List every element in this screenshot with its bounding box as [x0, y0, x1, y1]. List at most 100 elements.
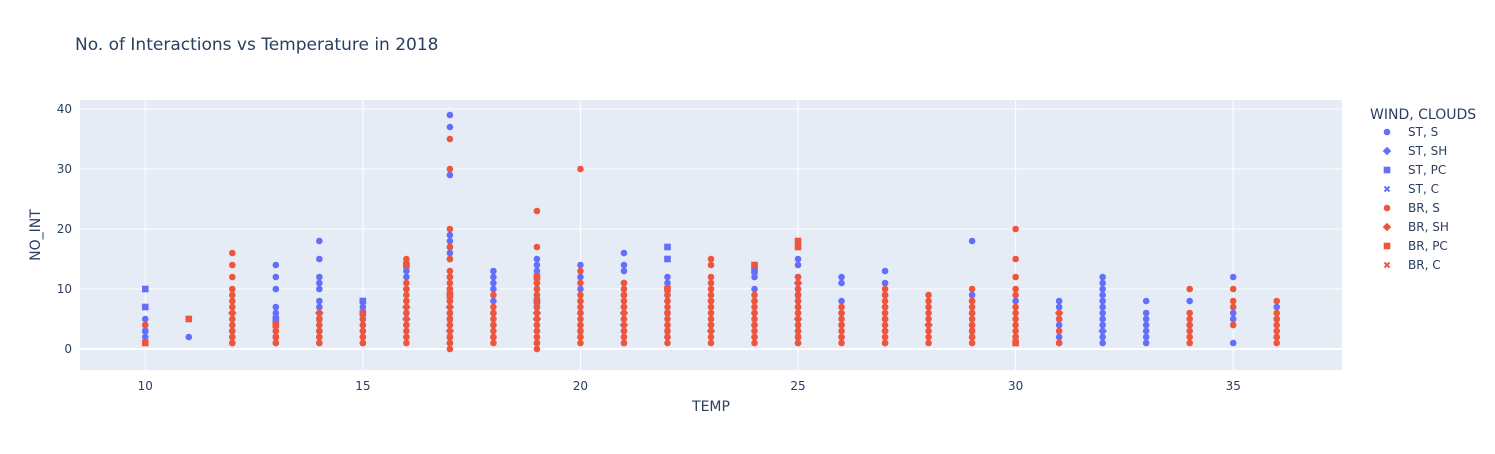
data-point: [1273, 297, 1281, 305]
data-point: [229, 327, 236, 335]
x-tick-label: 25: [790, 379, 805, 393]
data-point: [446, 333, 454, 341]
data-point: [664, 321, 671, 329]
data-point: [359, 303, 367, 311]
data-point: [707, 297, 715, 305]
data-point: [620, 333, 628, 341]
data-point: [272, 273, 280, 281]
data-point: [794, 273, 802, 281]
data-point: [533, 339, 541, 347]
legend-label: BR, S: [1408, 201, 1440, 215]
legend-item[interactable]: ST, C: [1383, 182, 1439, 196]
data-point: [577, 327, 584, 335]
chart-title: No. of Interactions vs Temperature in 20…: [75, 35, 438, 55]
data-point: [577, 261, 584, 269]
data-point: [229, 315, 236, 323]
data-point: [402, 302, 411, 312]
data-point: [446, 243, 454, 251]
data-point: [403, 291, 410, 299]
data-point: [1012, 255, 1019, 263]
legend-item[interactable]: BR, SH: [1382, 220, 1449, 234]
data-point: [228, 308, 237, 318]
data-point: [403, 279, 410, 287]
legend-item[interactable]: BR, PC: [1383, 239, 1448, 253]
data-point: [707, 303, 715, 311]
data-point: [229, 303, 236, 311]
data-point: [577, 303, 584, 311]
data-point: [446, 135, 454, 143]
data-point: [707, 333, 715, 341]
data-point: [664, 279, 671, 287]
data-point: [751, 321, 758, 329]
data-point: [1012, 291, 1019, 299]
data-point: [1229, 285, 1237, 293]
data-point: [924, 320, 933, 330]
data-point: [490, 303, 497, 311]
legend-marker: [1383, 242, 1391, 250]
data-point: [533, 321, 541, 329]
data-point: [664, 255, 671, 263]
legend-label: BR, PC: [1408, 239, 1448, 253]
data-point: [838, 321, 845, 329]
data-point: [794, 297, 802, 305]
data-point: [1142, 339, 1150, 347]
data-point: [403, 285, 410, 293]
data-point: [533, 345, 541, 353]
data-point: [316, 237, 323, 245]
legend-item[interactable]: BR, C: [1383, 258, 1441, 272]
data-point: [751, 315, 758, 323]
data-point: [838, 309, 845, 317]
data-point: [751, 339, 758, 347]
data-point: [533, 297, 541, 305]
data-point: [968, 237, 976, 245]
data-point: [403, 327, 410, 335]
data-point: [533, 333, 541, 341]
data-point: [490, 279, 497, 287]
data-point: [1186, 315, 1193, 323]
data-point: [1012, 315, 1019, 323]
data-point: [1229, 315, 1237, 323]
data-point: [1186, 321, 1193, 329]
data-point: [881, 315, 889, 323]
data-point: [577, 333, 584, 341]
legend-item[interactable]: ST, PC: [1383, 163, 1447, 177]
data-point: [446, 309, 454, 317]
legend-item[interactable]: ST, SH: [1382, 144, 1448, 158]
data-point: [446, 279, 454, 287]
y-tick-label: 40: [57, 102, 72, 116]
data-point: [359, 315, 367, 323]
data-point: [664, 303, 671, 311]
data-point: [664, 285, 671, 293]
data-point: [794, 255, 802, 263]
y-tick-label: 20: [57, 222, 72, 236]
series-br-pc: [141, 237, 1019, 347]
data-point: [1012, 309, 1019, 317]
data-point: [533, 273, 541, 281]
data-point: [533, 303, 541, 311]
legend-label: BR, SH: [1408, 220, 1449, 234]
legend-item[interactable]: BR, S: [1383, 201, 1440, 215]
data-point: [751, 309, 758, 317]
data-point: [316, 273, 323, 281]
data-point: [925, 297, 932, 305]
data-point: [794, 321, 802, 329]
data-point: [1099, 303, 1106, 311]
data-point: [533, 255, 541, 263]
data-point: [229, 321, 236, 329]
data-point: [1099, 279, 1106, 287]
legend[interactable]: ST, S ST, SH ST, PC ST, C BR, S BR, SH BR, PC B…: [1382, 125, 1449, 272]
data-point: [533, 309, 541, 317]
data-point: [707, 321, 715, 329]
data-point: [1142, 321, 1150, 329]
data-point: [881, 333, 889, 341]
data-point: [620, 249, 628, 257]
legend-item[interactable]: ST, S: [1383, 125, 1439, 139]
data-point: [707, 309, 715, 317]
data-point: [925, 315, 932, 323]
data-point: [1273, 321, 1281, 329]
data-point: [577, 309, 584, 317]
data-point: [1229, 297, 1237, 305]
data-point: [229, 249, 236, 257]
data-point: [1012, 333, 1019, 341]
data-point: [533, 279, 541, 287]
